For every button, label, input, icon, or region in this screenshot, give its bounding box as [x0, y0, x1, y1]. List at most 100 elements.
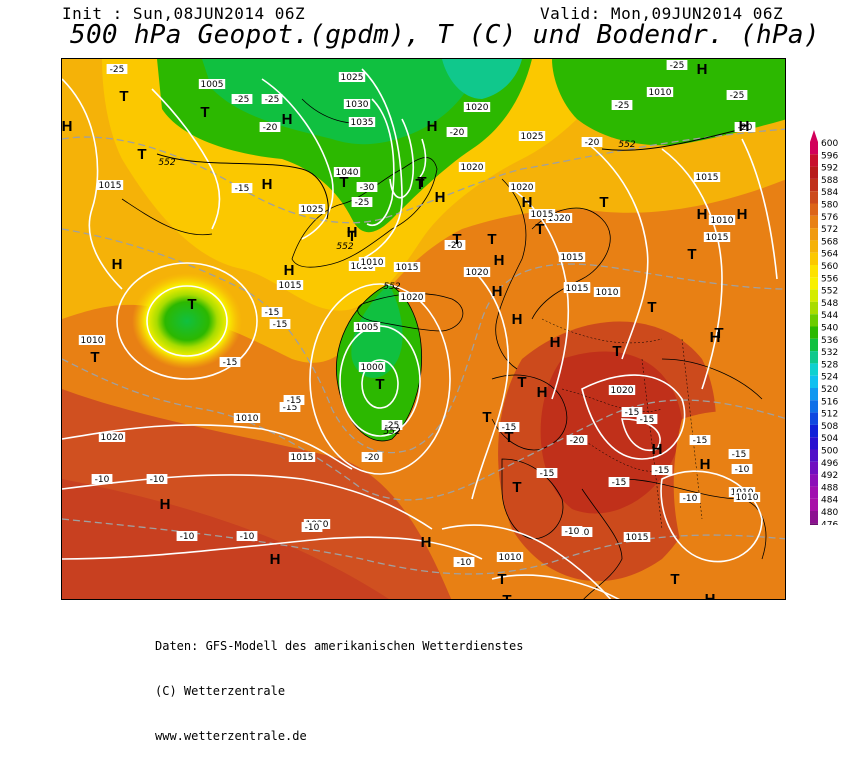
legend-swatch — [810, 326, 818, 339]
legend-label: 496 — [821, 459, 838, 469]
legend-swatch — [810, 289, 818, 302]
legend-swatch — [810, 375, 818, 388]
isobar-label-box — [348, 117, 376, 127]
high-pressure-marker: H — [537, 384, 548, 401]
temperature-label: -10 — [457, 558, 472, 568]
legend-label: 508 — [821, 422, 838, 432]
high-pressure-marker: H — [710, 329, 721, 346]
temperature-label: -15 — [235, 184, 250, 194]
legend-label: 476 — [821, 520, 838, 525]
temperature-label: -10 — [95, 475, 110, 485]
isobar-label: 1010 — [649, 88, 672, 98]
temperature-label-box — [453, 557, 475, 567]
temperature-label: -15 — [223, 358, 238, 368]
isobar-label-box — [545, 213, 573, 223]
isobar-label: 1010 — [736, 493, 759, 503]
field-572-east — [673, 411, 785, 599]
temperature-label-box — [231, 183, 253, 193]
isobar-label: 1020 — [401, 293, 424, 303]
legend-swatch — [810, 424, 818, 438]
low-pressure-marker: T — [535, 221, 544, 238]
temperature-label-box — [361, 452, 383, 462]
field-580-southwest — [62, 479, 389, 599]
temperature-label-box — [231, 94, 253, 104]
legend-swatch — [810, 142, 818, 155]
temperature-label-box — [689, 435, 711, 445]
isobar-label-box — [593, 287, 621, 297]
high-pressure-marker: H — [737, 206, 748, 223]
temperature-labels: -25 -25 -20 -25 -30 -25 -20 -20 -25 -20 -25 -15 -20 -… — [91, 60, 756, 568]
isobar-label-box — [358, 362, 386, 372]
low-pressure-marker: T — [497, 571, 506, 588]
temperature-label-box — [679, 493, 701, 503]
legend-swatch — [810, 474, 818, 487]
low-pressure-marker: T — [502, 592, 511, 600]
high-pressure-marker: H — [512, 311, 523, 328]
low-pressure-marker: T — [452, 231, 461, 248]
isobar-label: 1010 — [711, 216, 734, 226]
low-pressure-marker: T — [347, 228, 356, 245]
temperature-label-box — [351, 197, 373, 207]
footer-source-line: Daten: GFS-Modell des amerikanischen Wet… — [155, 639, 524, 653]
legend-label: 600 — [821, 139, 838, 149]
field-532-arctic — [442, 59, 522, 99]
temperature-label: -10 — [735, 465, 750, 475]
legend-label: 536 — [821, 336, 838, 346]
legend-swatch — [810, 240, 818, 253]
temperature-label: -20 — [365, 453, 380, 463]
isobar-label-box — [708, 215, 736, 225]
isobar-label: 1030 — [346, 100, 369, 110]
temperature-label: -20 — [450, 128, 465, 138]
temperature-label-box — [301, 522, 323, 532]
isobar-label-box — [496, 552, 524, 562]
temperature-label-box — [536, 468, 558, 478]
isobar-label: 1010 — [499, 553, 522, 563]
isobar-label-box — [288, 452, 316, 462]
isobar-label: 1010 — [81, 336, 104, 346]
low-pressure-marker: T — [375, 376, 384, 393]
legend-label: 516 — [821, 397, 838, 407]
height-label-552: 552 — [383, 427, 400, 437]
high-pressure-marker: H — [421, 534, 432, 551]
legend-label: 588 — [821, 176, 838, 186]
legend-label: 512 — [821, 410, 838, 420]
temperature-label: -25 — [265, 95, 280, 105]
isobar-label-box — [733, 492, 761, 502]
temperature-label-box — [726, 90, 748, 100]
isobar-label: 1020 — [611, 386, 634, 396]
isobar-label-box — [343, 99, 371, 109]
isobar-label: 1015 — [279, 281, 302, 291]
legend-arrow-top — [810, 130, 818, 142]
legend-swatch — [810, 351, 818, 364]
isobar-label-box — [198, 79, 226, 89]
temperature-label: -15 — [265, 308, 280, 318]
legend-label: 524 — [821, 373, 838, 383]
high-pressure-marker: H — [284, 262, 295, 279]
isobar-label: 1015 — [291, 453, 314, 463]
legend-swatch — [810, 265, 818, 278]
isobar-label-box — [333, 167, 361, 177]
high-pressure-marker: H — [652, 441, 663, 458]
legend-label: 528 — [821, 360, 838, 370]
temperature-label: -10 — [240, 532, 255, 542]
temperature-label: -15 — [540, 469, 555, 479]
isobar-label: 1020 — [466, 103, 489, 113]
temperature-label: -15 — [693, 436, 708, 446]
legend-label: 500 — [821, 447, 838, 457]
height-label-552: 552 — [336, 242, 353, 252]
field-536-trough — [202, 59, 482, 145]
temperature-label-box — [259, 122, 281, 132]
isobar-label: 1015 — [706, 233, 729, 243]
legend-label: 580 — [821, 201, 838, 211]
legend-label: 540 — [821, 324, 838, 334]
high-pressure-marker: H — [494, 252, 505, 269]
temperature-label: -15 — [283, 403, 298, 413]
high-pressure-marker: H — [427, 118, 438, 135]
isobar-label: 1015 — [626, 533, 649, 543]
temperature-label-box — [219, 357, 241, 367]
temperature-label: -10 — [150, 475, 165, 485]
temperature-label-box — [381, 420, 403, 430]
legend-label: 520 — [821, 385, 838, 395]
temperature-label-box — [561, 526, 583, 536]
temperature-label: -10 — [683, 494, 698, 504]
